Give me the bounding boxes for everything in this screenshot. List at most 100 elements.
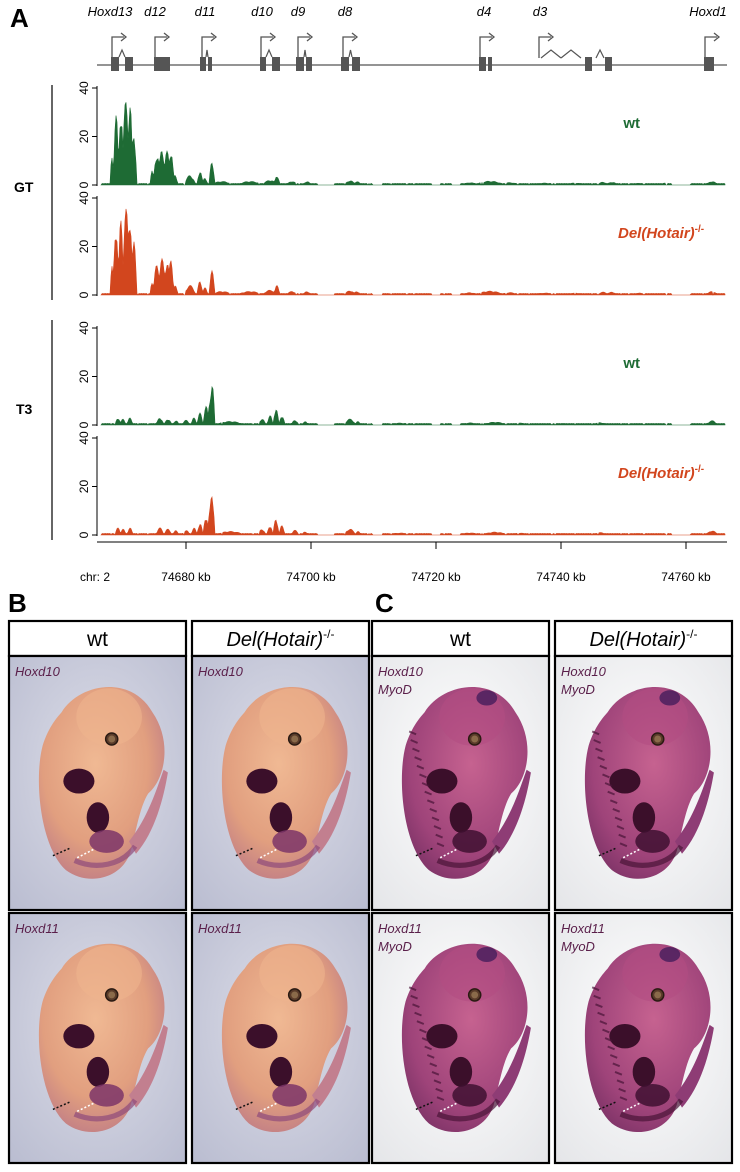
- gene-label-4: d9: [291, 4, 305, 19]
- x-tick-label-2: 74720 kb: [411, 570, 461, 584]
- panel-c-letter: C: [375, 588, 394, 618]
- dashed-marker-white: [439, 848, 458, 859]
- dashed-marker-white: [259, 848, 278, 859]
- dashed-marker-white: [76, 1102, 95, 1112]
- probe-label: Hoxd10: [561, 664, 607, 679]
- panel-a-letter: A: [10, 3, 29, 33]
- dashed-marker-white: [439, 1102, 458, 1112]
- tss-arrow-icon: [163, 32, 171, 42]
- x-tick-label-0: 74680 kb: [161, 570, 211, 584]
- sample-label-1: Del(Hotair)-/-: [618, 224, 704, 242]
- gene-model-5: [341, 32, 360, 71]
- probe-label: Hoxd11: [561, 921, 605, 936]
- panel_b-header-wt: wt: [7, 619, 188, 658]
- y-tick-label: 40: [77, 321, 91, 335]
- y-tick-label: 20: [77, 130, 91, 144]
- probe-label: Hoxd10: [198, 664, 244, 679]
- coverage-signal-0: [100, 102, 726, 186]
- hindlimb-stain: [269, 1056, 293, 1087]
- tss-arrow-icon: [210, 32, 218, 42]
- y-tick-label: 0: [77, 181, 91, 188]
- gene-labels: Hoxd13 d12 d11 d10 d9 d8 d4 d3 Hoxd1: [88, 4, 727, 19]
- sample-label-2: wt: [622, 355, 640, 372]
- hindlimb-stain: [449, 802, 473, 833]
- chrom-label: chr: 2: [80, 570, 110, 584]
- coverage-track-0: 40 20 0 wt: [77, 81, 726, 188]
- gene-model-2: [200, 32, 218, 71]
- gene-model-1: [154, 32, 171, 71]
- dashed-marker-black: [415, 1101, 434, 1111]
- track-group-gt: GT: [14, 179, 34, 195]
- tss-arrow-icon: [269, 32, 277, 42]
- hindlimb-stain: [86, 1056, 110, 1087]
- hindlimb-stain: [632, 1056, 656, 1087]
- gene-models: [111, 32, 721, 71]
- x-tick-label-1: 74700 kb: [286, 570, 336, 584]
- gene-label-5: d8: [338, 4, 353, 19]
- panel_b-image-r1-c0: Hoxd11: [7, 911, 188, 1165]
- panel_c-header-wt: wt: [370, 619, 551, 658]
- panel_c-image-r0-c1: Hoxd10 MyoD: [553, 654, 734, 912]
- dashed-marker-black: [235, 847, 254, 857]
- coverage-track-2: 40 20 0 wt: [77, 321, 726, 428]
- hindlimb-stain: [86, 802, 110, 833]
- tss-arrow-icon: [547, 32, 555, 42]
- panel_b-header-mutant: Del(Hotair)-/-: [190, 619, 371, 658]
- forelimb-stain: [426, 768, 458, 794]
- forelimb-stain: [63, 768, 95, 794]
- y-tick-label: 0: [77, 531, 91, 538]
- gene-model-4: [296, 32, 314, 71]
- coverage-tracks: 40 20 0 wt 40 20 0 Del(Hotair)-/- 40 20 0 wt 40 20 0 De…: [77, 81, 726, 538]
- y-tick-label: 40: [77, 191, 91, 205]
- probe-label-2: MyoD: [561, 939, 595, 954]
- panel_b-image-r0-c0: Hoxd10: [7, 654, 188, 912]
- dashed-marker-black: [52, 1101, 71, 1111]
- dashed-marker-white: [76, 848, 95, 859]
- gene-annotation-track: Hoxd13 d12 d11 d10 d9 d8 d4 d3 Hoxd1: [88, 4, 727, 71]
- y-tick-label: 40: [77, 81, 91, 95]
- y-tick-label: 20: [77, 370, 91, 384]
- sample-label-0: wt: [622, 115, 640, 132]
- probe-label-2: MyoD: [561, 682, 595, 697]
- probe-label-2: MyoD: [378, 682, 412, 697]
- gene-label-2: d11: [195, 4, 216, 19]
- dashed-marker-white: [622, 1102, 641, 1112]
- probe-label: Hoxd11: [15, 921, 59, 936]
- panel_b-image-r1-c1: Hoxd11: [190, 911, 371, 1165]
- y-tick-label: 0: [77, 291, 91, 298]
- probe-label: Hoxd11: [378, 921, 422, 936]
- forelimb-stain: [609, 768, 641, 794]
- svg-text:wt: wt: [86, 628, 108, 651]
- coverage-signal-2: [100, 385, 726, 426]
- coverage-signal-3: [100, 496, 726, 536]
- panel-c-grid: wt Del(Hotair)-/-Hoxd10MyoDHoxd10MyoDHoxd…: [370, 619, 734, 1165]
- dashed-marker-black: [415, 847, 434, 857]
- probe-label: Hoxd11: [198, 921, 242, 936]
- tss-arrow-icon: [306, 32, 314, 42]
- y-tick-label: 0: [77, 421, 91, 428]
- tss-arrow-icon: [351, 32, 359, 42]
- coverage-track-3: 40 20 0 Del(Hotair)-/-: [77, 431, 726, 538]
- x-ticks: 74680 kb 74700 kb 74720 kb 74740 kb 74760 kb: [161, 542, 711, 584]
- coverage-signal-1: [100, 208, 726, 296]
- coverage-track-1: 40 20 0 Del(Hotair)-/-: [77, 191, 726, 298]
- sample-label-3: Del(Hotair)-/-: [618, 464, 704, 482]
- svg-text:Del(Hotair)-/-: Del(Hotair)-/-: [589, 627, 697, 651]
- svg-text:Del(Hotair)-/-: Del(Hotair)-/-: [226, 627, 334, 651]
- tss-arrow-icon: [120, 32, 128, 42]
- forelimb-stain: [63, 1023, 95, 1049]
- panel_c-header-mutant: Del(Hotair)-/-: [553, 619, 734, 658]
- svg-text:wt: wt: [449, 628, 471, 651]
- dashed-marker-black: [52, 847, 71, 857]
- y-tick-label: 20: [77, 240, 91, 254]
- x-axis: 74680 kb 74700 kb 74720 kb 74740 kb 74760 kb…: [80, 541, 727, 584]
- dashed-marker-black: [598, 1101, 617, 1111]
- probe-label: Hoxd10: [378, 664, 424, 679]
- hindlimb-stain: [449, 1056, 473, 1087]
- gene-model-3: [260, 32, 280, 71]
- x-tick-label-3: 74740 kb: [536, 570, 586, 584]
- forelimb-stain: [426, 1023, 458, 1049]
- panel_c-image-r0-c0: Hoxd10 MyoD: [370, 654, 551, 912]
- gene-model-8: [704, 32, 721, 71]
- y-tick-label: 40: [77, 431, 91, 445]
